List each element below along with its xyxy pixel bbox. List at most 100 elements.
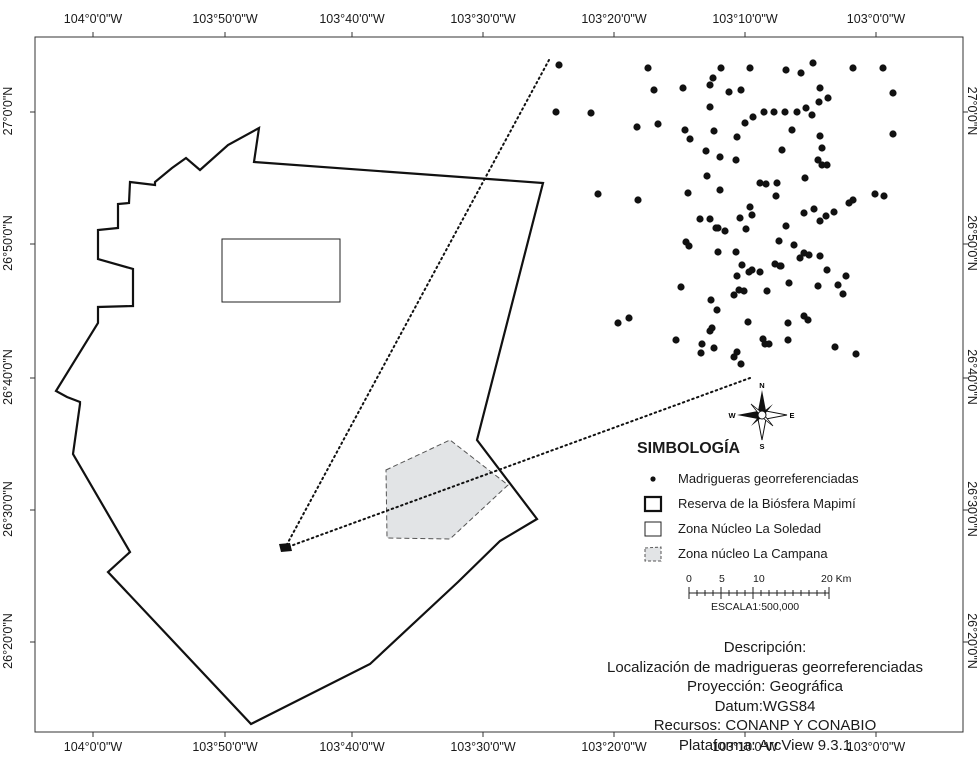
burrow-point xyxy=(737,86,745,94)
burrow-point xyxy=(818,144,826,152)
burrow-point xyxy=(625,314,633,322)
legend-label: Zona núcleo La Campana xyxy=(678,546,828,561)
burrow-point xyxy=(763,287,771,295)
scale-tick-label: 20 Km xyxy=(821,573,852,585)
scale-ratio: ESCALA1:500,000 xyxy=(711,601,800,613)
campana-symbol-icon xyxy=(644,546,662,562)
lon-label: 103°20'0"W xyxy=(581,12,647,26)
burrow-point xyxy=(756,268,764,276)
burrow-point xyxy=(716,153,724,161)
burrow-point xyxy=(782,222,790,230)
description-line: Datum:WGS84 xyxy=(714,697,816,715)
burrow-point xyxy=(738,261,746,269)
location-marker xyxy=(279,543,292,552)
lat-label: 26°50'0"N xyxy=(965,215,977,271)
burrow-point xyxy=(710,344,718,352)
burrow-point xyxy=(823,161,831,169)
burrow-point xyxy=(681,126,689,134)
burrow-point xyxy=(740,287,748,295)
burrow-point xyxy=(713,306,721,314)
burrow-point xyxy=(706,327,714,335)
lon-label: 103°0'0"W xyxy=(846,12,906,26)
legend-item-reserve: Reserva de la Biósfera Mapimí xyxy=(635,495,965,520)
burrow-point xyxy=(650,86,658,94)
burrow-point xyxy=(823,266,831,274)
burrow-point xyxy=(808,111,816,119)
lat-label: 26°40'0"N xyxy=(1,349,15,405)
lat-label: 26°20'0"N xyxy=(1,613,15,669)
burrow-point xyxy=(785,279,793,287)
soledad-symbol-icon xyxy=(644,521,662,537)
burrow-point xyxy=(816,84,824,92)
burrow-point xyxy=(784,319,792,327)
compass-s: S xyxy=(759,442,764,451)
burrow-point xyxy=(633,123,641,131)
scale-tick-label: 0 xyxy=(686,573,692,585)
zona-nucleo-la-soledad xyxy=(221,238,341,303)
burrow-point xyxy=(634,196,642,204)
burrow-point xyxy=(714,248,722,256)
burrow-point xyxy=(686,135,694,143)
burrow-point xyxy=(594,190,602,198)
burrow-point xyxy=(733,272,741,280)
burrow-point xyxy=(871,190,879,198)
burrow-point xyxy=(801,174,809,182)
lon-label: 104°0'0"W xyxy=(63,12,123,26)
burrow-point xyxy=(644,64,652,72)
burrow-point xyxy=(782,66,790,74)
burrow-point xyxy=(697,349,705,357)
burrow-point xyxy=(736,214,744,222)
reserve-symbol-icon xyxy=(643,495,663,513)
lon-label: 103°50'0"W xyxy=(192,740,258,754)
burrow-point xyxy=(709,74,717,82)
lon-label: 103°20'0"W xyxy=(581,740,647,754)
burrow-point xyxy=(744,318,752,326)
lon-label: 103°10'0"W xyxy=(712,12,778,26)
burrow-point xyxy=(684,189,692,197)
burrow-point xyxy=(800,209,808,217)
burrow-point xyxy=(814,156,822,164)
burrow-point xyxy=(730,291,738,299)
burrow-point xyxy=(816,252,824,260)
compass-w: W xyxy=(728,411,736,420)
burrow-point xyxy=(797,69,805,77)
burrow-point xyxy=(717,64,725,72)
burrow-point xyxy=(749,113,757,121)
lat-label: 27°0'0"N xyxy=(1,86,15,136)
burrow-point xyxy=(672,336,680,344)
burrow-point xyxy=(815,98,823,106)
burrow-point xyxy=(707,296,715,304)
scale-tick-label: 10 xyxy=(753,573,765,585)
burrow-point xyxy=(746,64,754,72)
burrow-point xyxy=(733,133,741,141)
burrow-point xyxy=(788,126,796,134)
burrow-point xyxy=(773,179,781,187)
burrow-point xyxy=(804,316,812,324)
map-frame xyxy=(34,36,964,733)
scale-bar xyxy=(688,587,830,599)
burrow-point xyxy=(839,290,847,298)
legend-label: Madrigueras georreferenciadas xyxy=(678,471,859,486)
burrow-point xyxy=(793,108,801,116)
burrow-point xyxy=(778,146,786,154)
burrow-point xyxy=(849,64,857,72)
burrow-point xyxy=(852,350,860,358)
burrow-point xyxy=(796,254,804,262)
burrow-point xyxy=(732,248,740,256)
burrow-point xyxy=(587,109,595,117)
burrow-point xyxy=(748,211,756,219)
burrow-point xyxy=(765,340,773,348)
burrow-point xyxy=(830,208,838,216)
point-symbol-icon xyxy=(650,476,656,482)
compass-rose-icon: N S E W xyxy=(728,381,794,451)
description-line: Recursos: CONANP Y CONABIO xyxy=(653,717,877,734)
burrow-point xyxy=(770,108,778,116)
lon-label: 103°40'0"W xyxy=(319,12,385,26)
lon-label: 103°10'0"W xyxy=(712,740,778,754)
lon-label: 103°0'0"W xyxy=(846,740,906,754)
lon-label: 103°30'0"W xyxy=(450,740,516,754)
burrow-point xyxy=(842,272,850,280)
burrow-point xyxy=(732,156,740,164)
lat-label: 27°0'0"N xyxy=(965,86,977,136)
burrow-point xyxy=(760,108,768,116)
